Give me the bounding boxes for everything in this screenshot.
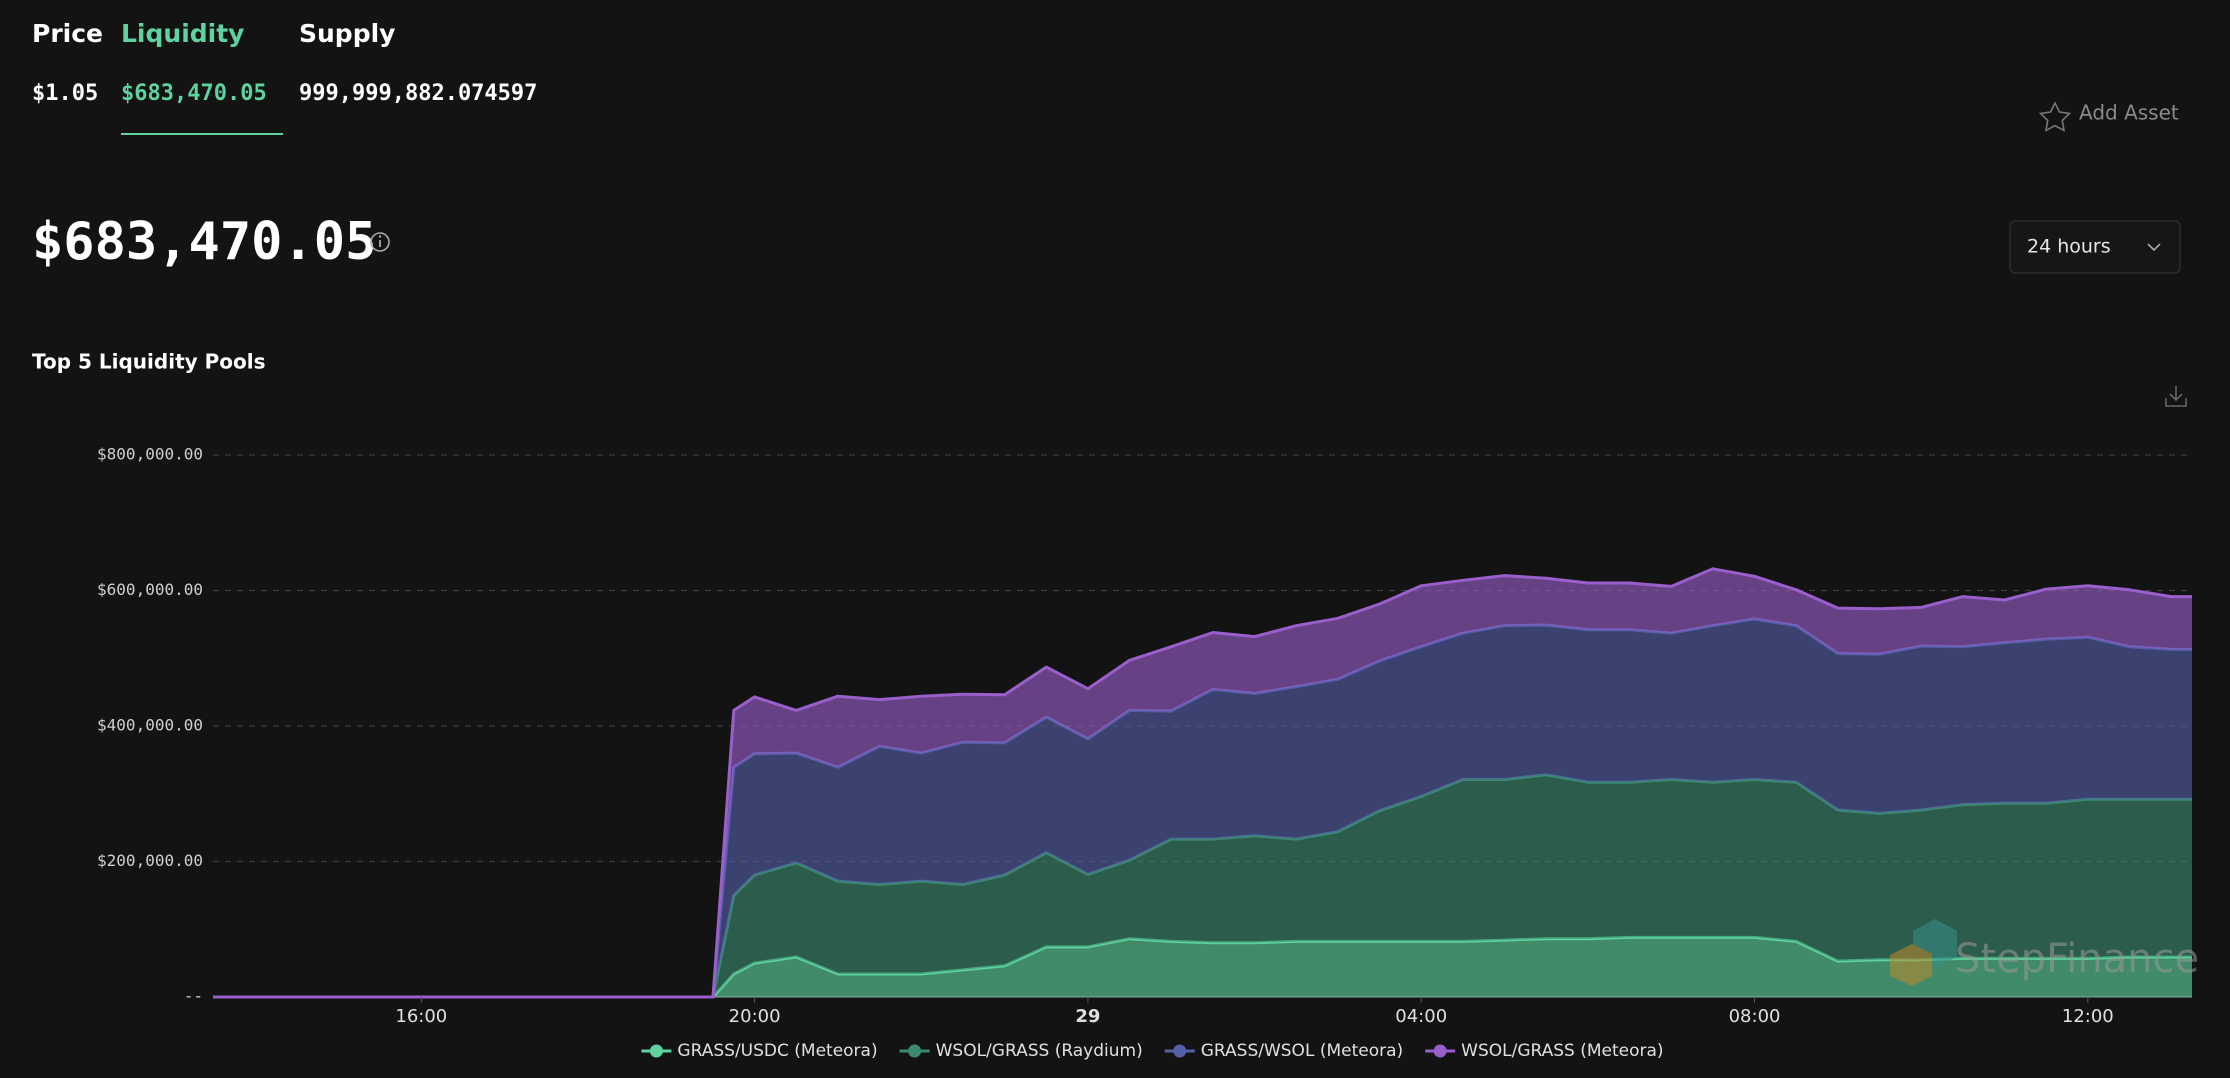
download-button[interactable]	[2165, 386, 2187, 407]
legend-dot	[649, 1044, 663, 1058]
x-tick-label: 29	[1075, 1006, 1100, 1027]
y-tick-label: $200,000.00	[97, 851, 203, 870]
info-circle	[370, 232, 390, 252]
x-tick-label: 12:00	[2062, 1006, 2114, 1027]
legend-dot	[1173, 1044, 1187, 1058]
tab-value: 999,999,882.074597	[299, 81, 537, 106]
tab-value: $1.05	[32, 81, 98, 106]
big-value: $683,470.05	[32, 212, 376, 272]
tab-liquidity[interactable]: Liquidity	[121, 19, 244, 48]
add-asset-label: Add Asset	[2079, 101, 2179, 125]
range-dropdown[interactable]: 24 hours	[2009, 220, 2181, 274]
add-asset-button[interactable]: Add Asset	[2038, 101, 2179, 132]
y-tick-label: $800,000.00	[97, 445, 203, 464]
dropdown-box	[2009, 220, 2181, 274]
y-tick-label: $600,000.00	[97, 580, 203, 599]
legend-label: GRASS/USDC (Meteora)	[677, 1041, 877, 1061]
area	[213, 774, 2192, 997]
watermark: StepFinance	[1890, 919, 2199, 986]
plot: -- $200,000.00 $400,000.00 $600,000.00 $800,…	[97, 445, 2192, 1061]
x-tick-label: 08:00	[1729, 1006, 1781, 1027]
legend-item[interactable]: WSOL/GRASS (Meteora)	[1425, 1041, 1664, 1061]
legend-item[interactable]: GRASS/WSOL (Meteora)	[1164, 1041, 1403, 1061]
section-title: Top 5 Liquidity Pools	[32, 350, 266, 374]
legend-label: GRASS/WSOL (Meteora)	[1201, 1041, 1403, 1061]
watermark-logo	[1890, 944, 1932, 986]
x-tick-label: 16:00	[395, 1006, 447, 1027]
dropdown-label: 24 hours	[2027, 236, 2111, 258]
info-dot	[378, 235, 382, 238]
legend-label: WSOL/GRASS (Meteora)	[1461, 1041, 1663, 1061]
area	[213, 937, 2192, 997]
legend: GRASS/USDC (Meteora) WSOL/GRASS (Raydium)…	[641, 1041, 1664, 1061]
area-line	[213, 567, 2192, 999]
legend-item[interactable]: GRASS/USDC (Meteora)	[641, 1041, 878, 1061]
legend-dot	[1433, 1044, 1447, 1058]
tab-supply[interactable]: Supply	[299, 19, 395, 48]
y-tick-label: $400,000.00	[97, 716, 203, 735]
tab-value: $683,470.05	[121, 81, 267, 106]
download-icon	[2165, 386, 2187, 407]
y-tick-label: --	[184, 987, 203, 1006]
area	[213, 619, 2192, 997]
x-tick-label: 04:00	[1395, 1006, 1447, 1027]
legend-item[interactable]: WSOL/GRASS (Raydium)	[899, 1041, 1143, 1061]
x-tick-label: 20:00	[729, 1006, 781, 1027]
legend-label: WSOL/GRASS (Raydium)	[936, 1041, 1143, 1061]
watermark-text: StepFinance	[1955, 936, 2199, 982]
legend-dot	[908, 1044, 922, 1058]
chevron	[2147, 243, 2161, 252]
tab-price[interactable]: Price	[32, 19, 103, 48]
info-icon[interactable]	[370, 232, 390, 252]
star-icon	[2038, 101, 2072, 132]
area	[213, 568, 2192, 997]
